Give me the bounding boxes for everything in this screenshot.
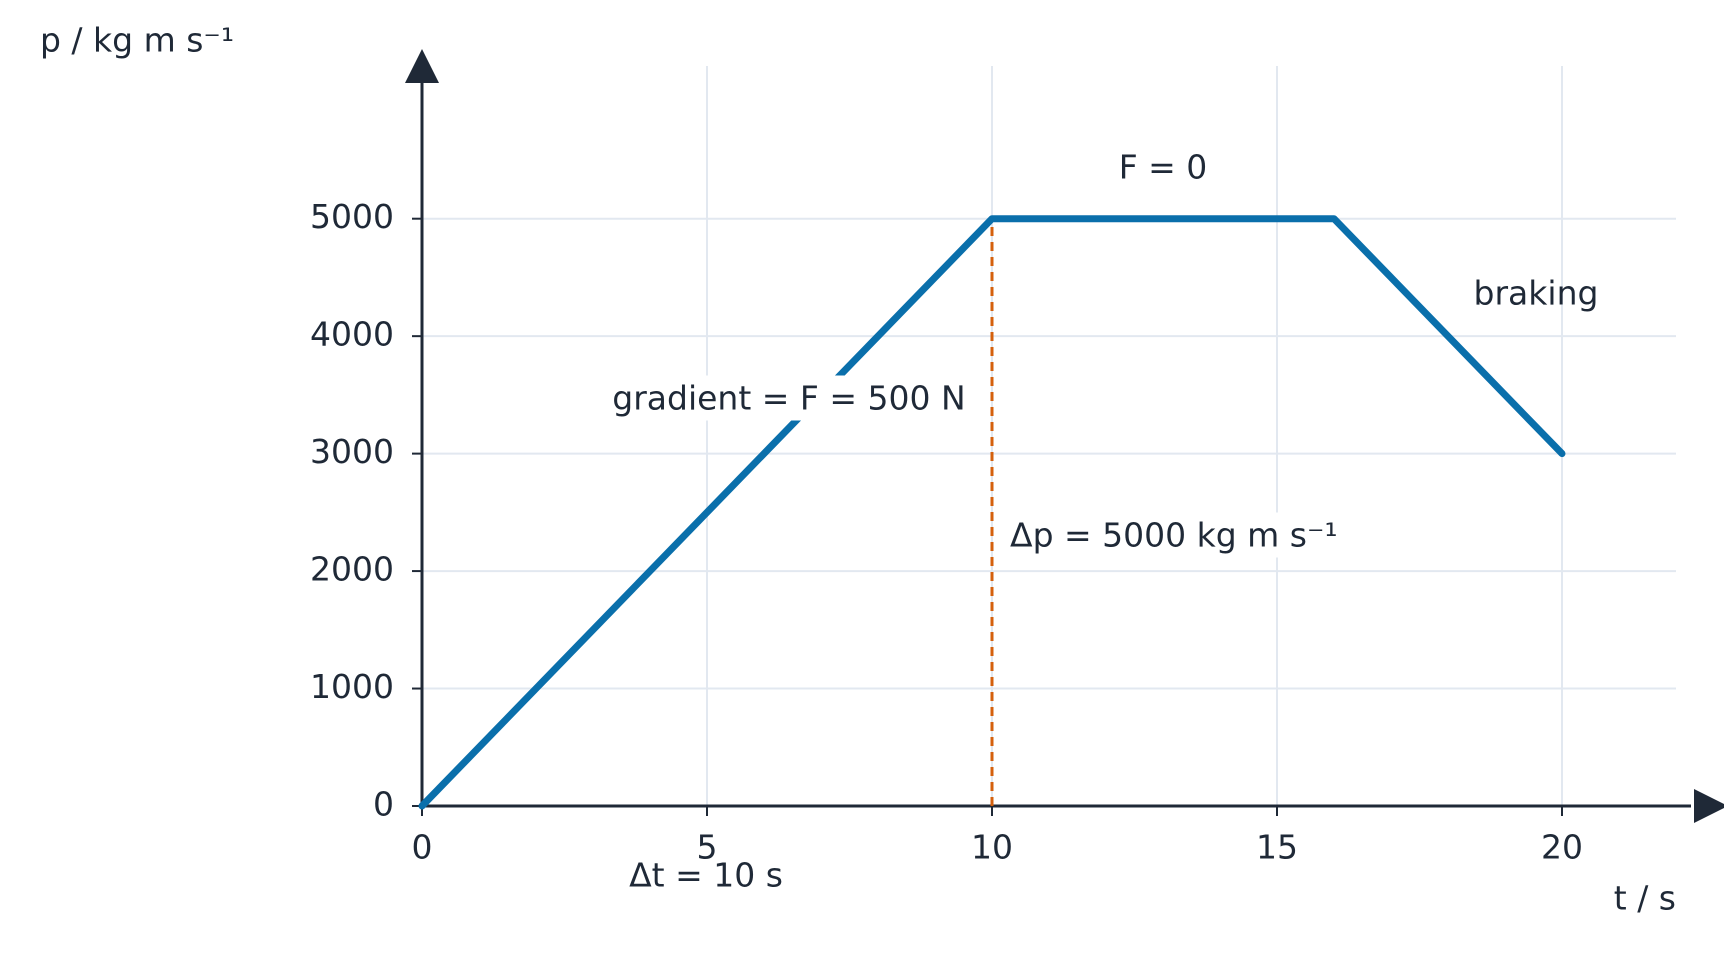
data-line	[418, 215, 1566, 810]
y-tick-label: 0	[373, 785, 394, 824]
y-tick-label: 4000	[310, 315, 394, 354]
annotation: Δp = 5000 kg m s⁻¹	[1010, 516, 1338, 555]
x-tick-label: 15	[1256, 828, 1298, 867]
y-axis-label: p / kg m s⁻¹	[40, 21, 234, 60]
x-tick-label: 10	[971, 828, 1013, 867]
y-axis-arrow	[405, 49, 439, 83]
x-tick-label: 20	[1541, 828, 1583, 867]
y-tick-label: 3000	[310, 432, 394, 471]
y-tick-label: 1000	[310, 667, 394, 706]
x-axis-label: t / s	[1614, 879, 1676, 918]
annotation: braking	[1474, 274, 1599, 313]
y-tick-label: 5000	[310, 197, 394, 236]
x-tick-label: 0	[412, 828, 433, 867]
annotation: Δt = 10 s	[629, 856, 783, 895]
y-tick-label: 2000	[310, 550, 394, 589]
x-axis-arrow	[1694, 789, 1724, 823]
annotation: gradient = F = 500 N	[612, 379, 965, 418]
annotation: F = 0	[1119, 148, 1208, 187]
annotation-background	[1004, 512, 1344, 558]
x-tick-label: 5	[697, 828, 718, 867]
annotation-background	[606, 375, 972, 421]
